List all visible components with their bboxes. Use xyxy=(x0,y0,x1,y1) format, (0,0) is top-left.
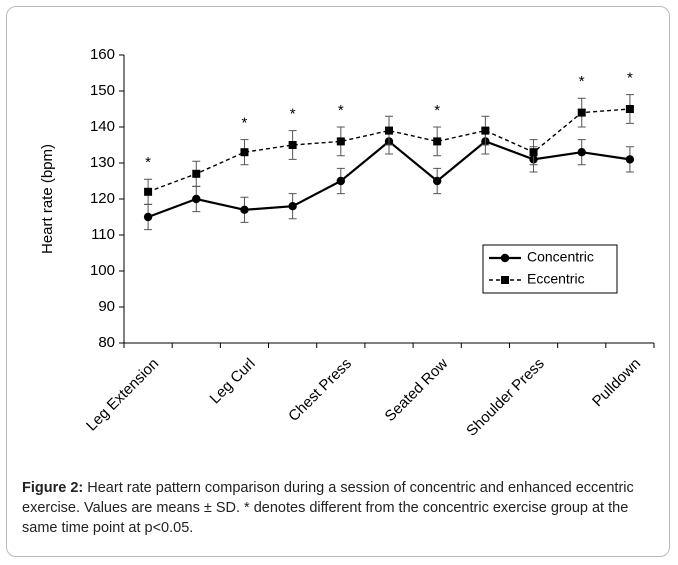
point xyxy=(433,137,442,146)
legend-box xyxy=(482,244,618,294)
point xyxy=(288,202,297,211)
point xyxy=(577,148,586,157)
chart: Heart rate (bpm) 80 90 100 110 120 130 140 150 1… xyxy=(39,46,655,440)
legend-marker xyxy=(501,276,509,284)
y-tick-label: 140 xyxy=(90,118,115,135)
legend-label: Eccentric xyxy=(527,271,585,287)
series-line xyxy=(147,108,630,193)
significance-mark: * xyxy=(290,106,296,123)
caption-label: Figure 2: xyxy=(22,480,84,496)
x-tick-label: Chest Press xyxy=(285,355,355,425)
point xyxy=(625,155,635,164)
y-axis-label: Heart rate (bpm) xyxy=(39,144,56,254)
x-tick-label: Pulldown xyxy=(589,355,644,410)
x-tick-label: Leg Extension xyxy=(83,355,162,434)
caption: Figure 2: Heart rate pattern comparison … xyxy=(22,478,662,538)
legend: Concentric Eccentric xyxy=(482,244,618,294)
y-tick-label: 160 xyxy=(90,46,115,63)
point xyxy=(577,108,586,117)
y-tick-label: 150 xyxy=(90,82,115,99)
point xyxy=(192,194,201,204)
x-tick-label: Leg Curl xyxy=(207,355,259,407)
point xyxy=(432,176,442,186)
significance-mark: * xyxy=(434,102,440,119)
significance-mark: * xyxy=(242,115,248,132)
frame xyxy=(6,6,670,557)
x-tick-label: Seated Row xyxy=(382,355,452,425)
point xyxy=(143,212,153,222)
point xyxy=(192,169,201,178)
y-tick-label: 130 xyxy=(90,154,115,171)
point xyxy=(481,126,490,135)
y-tick-label: 90 xyxy=(98,298,115,315)
point xyxy=(336,176,346,186)
y-tick-label: 100 xyxy=(90,262,115,279)
y-tick-label: 110 xyxy=(91,226,115,243)
point xyxy=(625,105,634,113)
point xyxy=(144,187,153,196)
significance-mark: * xyxy=(338,102,344,119)
legend-marker xyxy=(500,253,510,263)
legend-label: Concentric xyxy=(527,249,594,265)
significance-mark: * xyxy=(579,73,585,90)
x-tick-label: Shoulder Press xyxy=(463,355,548,440)
y-tick-label: 120 xyxy=(90,190,115,207)
point xyxy=(385,126,393,135)
point xyxy=(288,141,297,149)
significance-mark: * xyxy=(627,70,633,87)
point xyxy=(240,205,249,214)
significance-mark: * xyxy=(145,154,151,171)
y-tick-label: 80 xyxy=(98,334,115,351)
point xyxy=(529,148,538,157)
point xyxy=(336,137,345,146)
caption-text: Heart rate pattern comparison during a s… xyxy=(22,480,634,536)
point xyxy=(240,148,249,157)
